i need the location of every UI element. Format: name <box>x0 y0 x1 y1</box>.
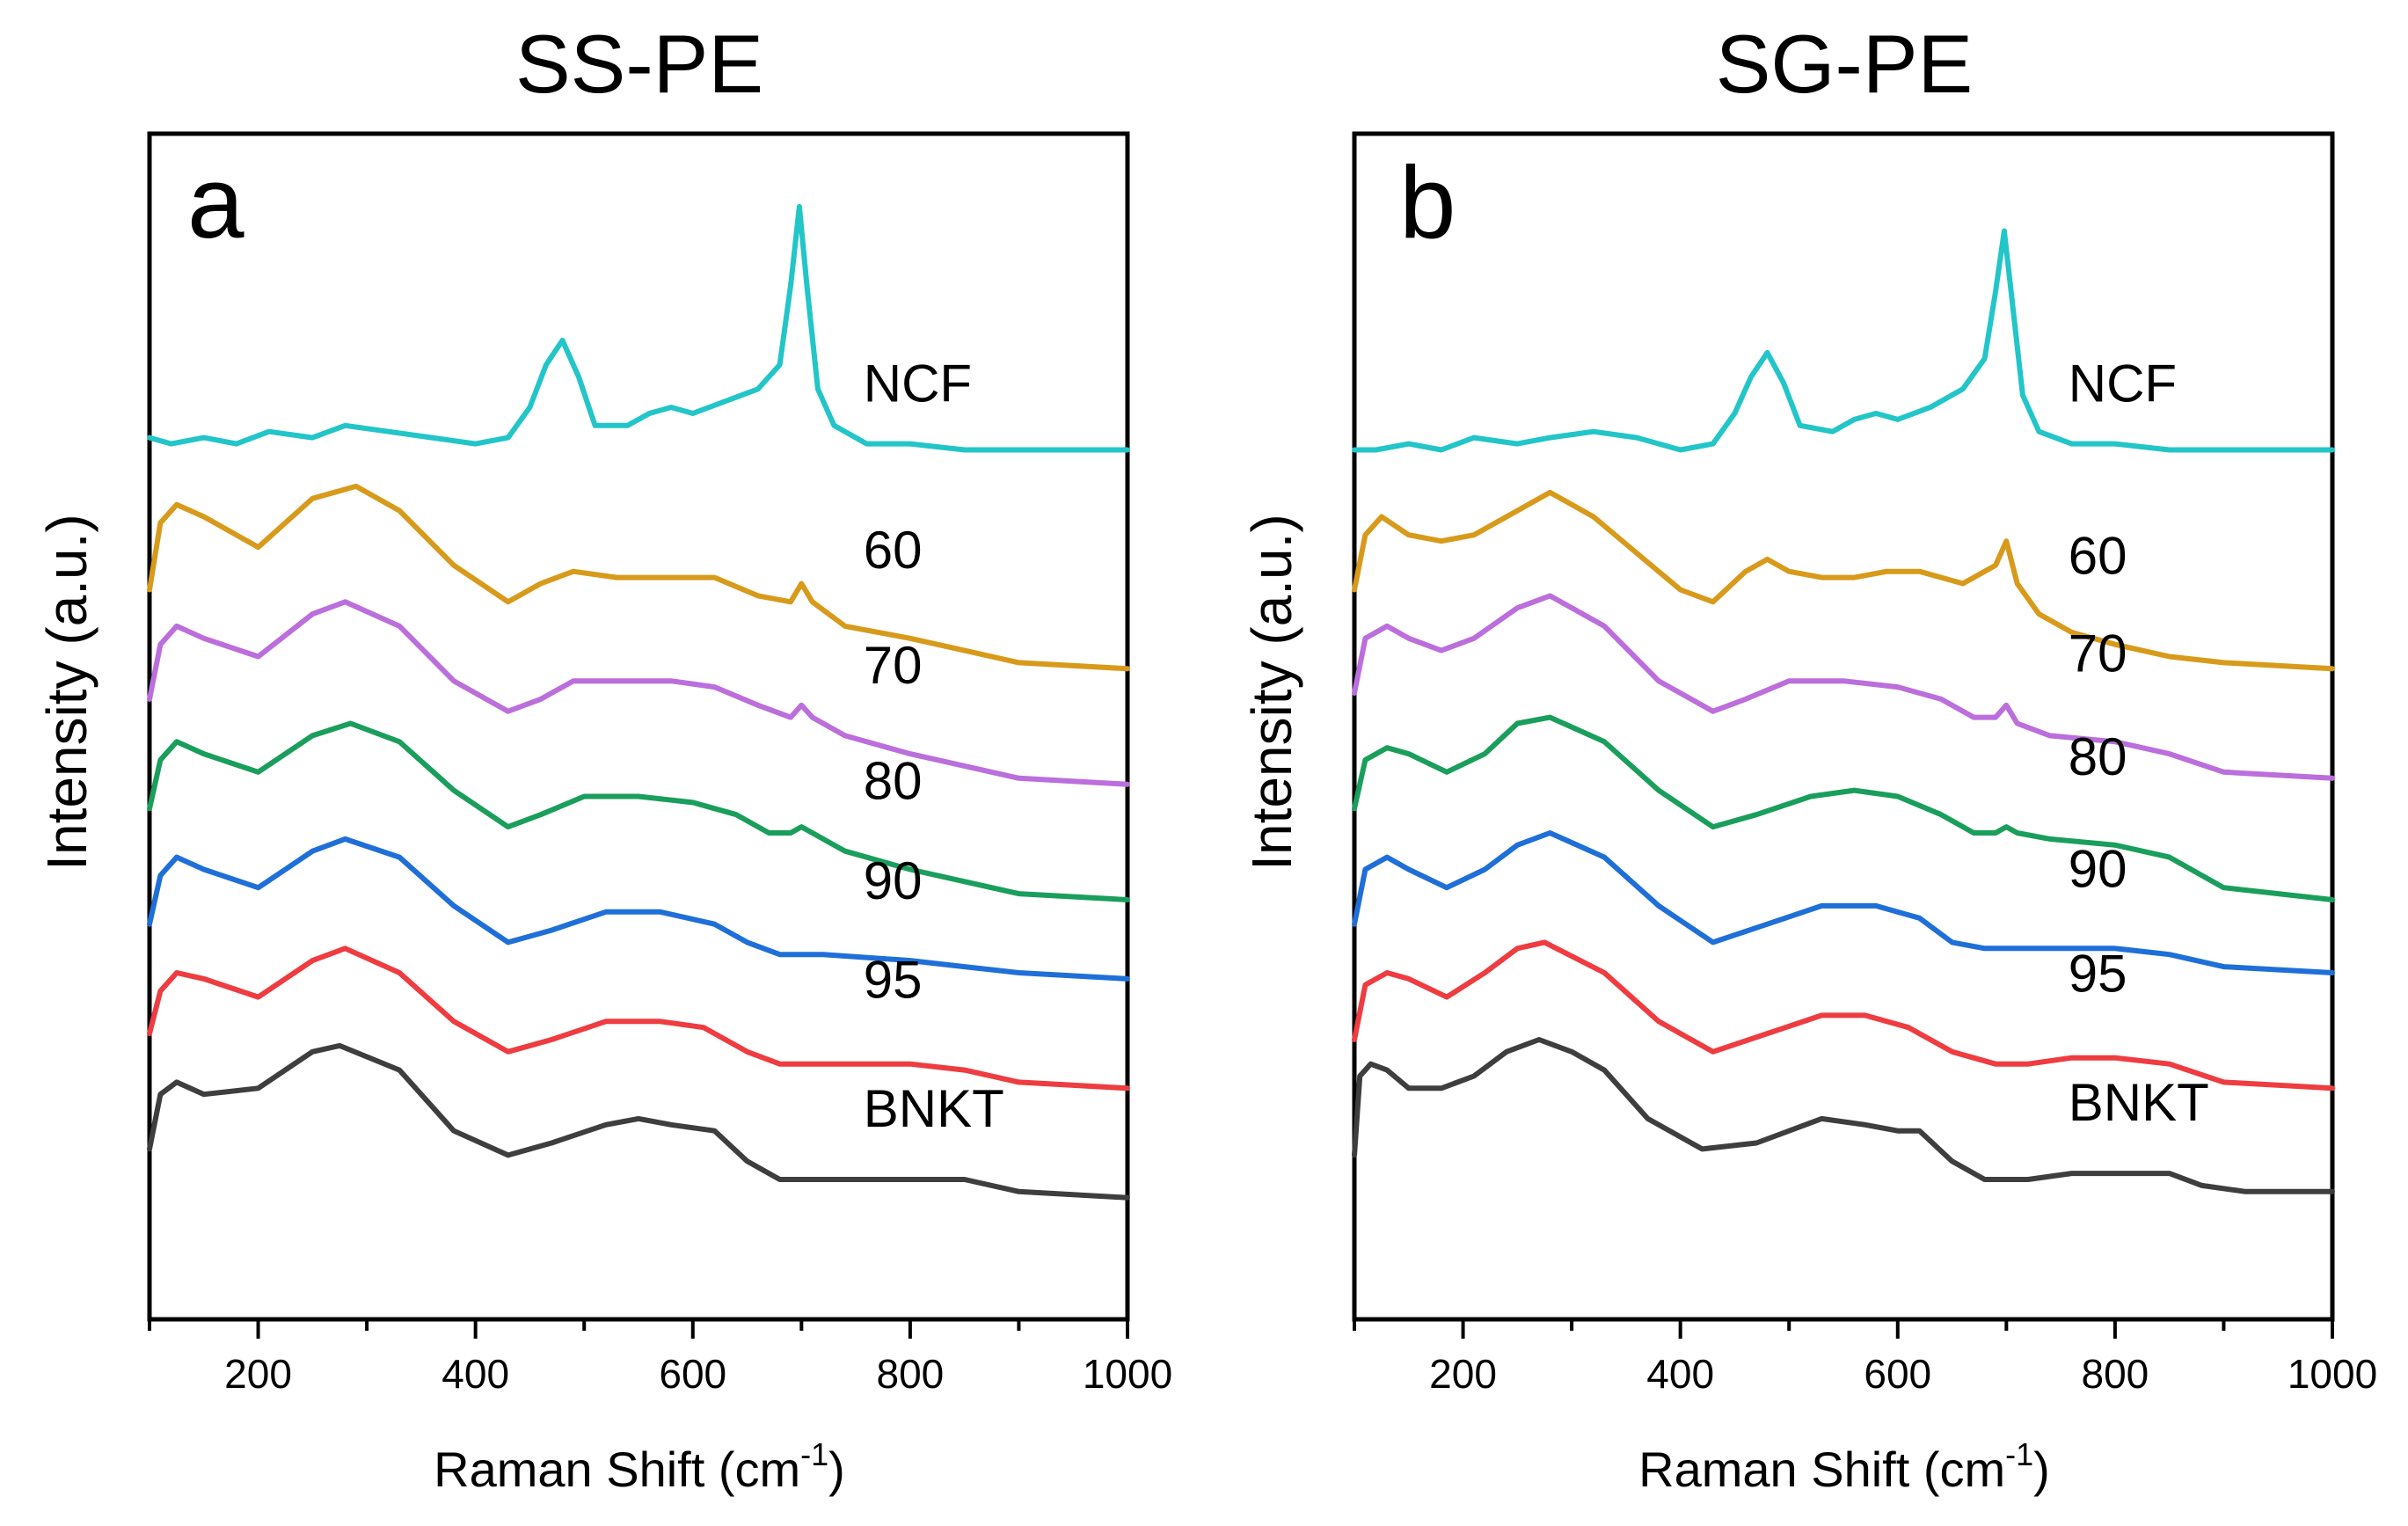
panel-a-y-axis-label: Intensity (a.u.) <box>35 514 99 871</box>
panel-a-series-line-ncf <box>147 204 1130 453</box>
panel-a-plot-frame <box>147 131 1130 1322</box>
panel-a-x-tick-label: 200 <box>224 1351 292 1397</box>
panel-a-title: SS-PE <box>515 18 763 110</box>
panel-a-series-label-bnkt: BNKT <box>864 1079 1004 1138</box>
panel-b-series-line-ncf <box>1352 228 2335 453</box>
panel-a-series-line-80 <box>147 720 1130 902</box>
panel-a-series-line-70 <box>147 599 1130 787</box>
panel-a-series-label-95: 95 <box>864 951 923 1010</box>
panel-b-x-tick-label: 800 <box>2082 1351 2149 1397</box>
panel-b-series-line-80 <box>1352 714 2335 902</box>
panel-b-y-axis-label: Intensity (a.u.) <box>1240 514 1303 871</box>
panel-a-series-label-90: 90 <box>864 851 923 910</box>
panel-b-series-label-60: 60 <box>2069 527 2127 586</box>
panel-b-x-tick-label: 200 <box>1429 1351 1497 1397</box>
panel-b-series-label-70: 70 <box>2069 624 2127 683</box>
panel-a-x-tick-label: 1000 <box>1083 1351 1172 1397</box>
panel-a-series-label-70: 70 <box>864 636 923 695</box>
panel-a-series-line-60 <box>147 483 1130 672</box>
panel-b-series-line-90 <box>1352 830 2335 975</box>
panel-a-plot-area: NCF 60 70 80 90 95 BNKT 200 400 600 800 1000 <box>147 131 1172 1397</box>
panel-b-series-line-60 <box>1352 489 2335 672</box>
panel-b-x-axis-label: Raman Shift (cm-1) <box>1638 1436 2050 1497</box>
panel-a-series-line-bnkt <box>147 1042 1130 1201</box>
panel-b-plot-area: NCF 60 70 80 90 95 BNKT 200 400 600 800 1000 <box>1352 131 2377 1397</box>
panel-a-series-label-60: 60 <box>864 521 923 580</box>
panel-b-series-line-bnkt <box>1352 1037 2335 1194</box>
panel-a-series-label-80: 80 <box>864 751 923 810</box>
panel-b-plot-frame <box>1352 131 2335 1322</box>
panel-a-series-line-95 <box>147 946 1130 1092</box>
panel-a-letter: a <box>187 145 244 259</box>
panel-a-series-label-ncf: NCF <box>864 354 972 413</box>
panel-a-x-tick-label: 600 <box>659 1351 726 1397</box>
panel-a-x-tick-label: 800 <box>877 1351 945 1397</box>
panel-b-title: SG-PE <box>1716 18 1974 110</box>
panel-a-series-line-90 <box>147 836 1130 982</box>
panel-b-series-label-95: 95 <box>2069 945 2127 1004</box>
panel-b-series-line-70 <box>1352 593 2335 781</box>
panel-b-x-tick-label: 400 <box>1646 1351 1714 1397</box>
panel-b-x-tick-label: 600 <box>1864 1351 1931 1397</box>
panel-a-x-tick-label: 400 <box>441 1351 509 1397</box>
panel-a-x-axis-label: Raman Shift (cm-1) <box>434 1436 845 1497</box>
panel-b-letter: b <box>1399 145 1456 259</box>
panel-b-series-label-80: 80 <box>2069 727 2127 786</box>
panel-b-series-line-95 <box>1352 939 2335 1092</box>
panel-b-series-label-bnkt: BNKT <box>2069 1073 2209 1132</box>
panel-b-x-tick-label: 1000 <box>2288 1351 2377 1397</box>
panel-b-series-label-90: 90 <box>2069 839 2127 898</box>
panel-b-series-label-ncf: NCF <box>2069 354 2177 413</box>
